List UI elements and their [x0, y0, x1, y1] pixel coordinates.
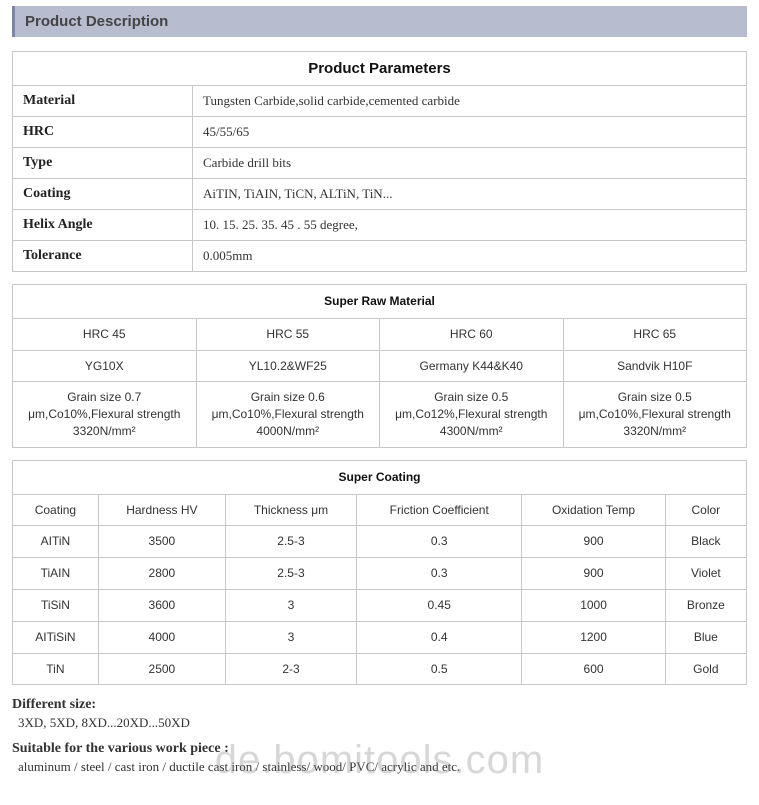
coating-cell: Blue	[665, 621, 746, 653]
different-size-label: Different size:	[12, 697, 747, 713]
param-label: Material	[13, 86, 193, 117]
coating-header: Hardness HV	[98, 494, 225, 526]
coating-cell: 0.3	[357, 526, 522, 558]
param-value: 0.005mm	[193, 241, 747, 272]
table-row: CoatingAiTIN, TiAIN, TiCN, ALTiN, TiN...	[13, 179, 747, 210]
table-row: Tolerance0.005mm	[13, 241, 747, 272]
suitable-value: aluminum / steel / cast iron / ductile c…	[18, 759, 747, 775]
table-row: TypeCarbide drill bits	[13, 148, 747, 179]
coating-header: Thickness μm	[225, 494, 356, 526]
coating-cell: 3	[225, 589, 356, 621]
table-row: TiN 2500 2-3 0.5 600 Gold	[13, 653, 747, 685]
raw-header: HRC 65	[563, 318, 747, 350]
coating-cell: 0.4	[357, 621, 522, 653]
table-row: MaterialTungsten Carbide,solid carbide,c…	[13, 86, 747, 117]
param-value: 45/55/65	[193, 117, 747, 148]
raw-header: HRC 55	[196, 318, 380, 350]
param-value: 10. 15. 25. 35. 45 . 55 degree,	[193, 210, 747, 241]
coating-cell: Black	[665, 526, 746, 558]
table-row: Helix Angle10. 15. 25. 35. 45 . 55 degre…	[13, 210, 747, 241]
param-label: Type	[13, 148, 193, 179]
param-label: Tolerance	[13, 241, 193, 272]
coating-cell: 3	[225, 621, 356, 653]
coating-cell: Bronze	[665, 589, 746, 621]
different-size-value: 3XD, 5XD, 8XD...20XD...50XD	[18, 715, 747, 731]
coating-cell: 1000	[522, 589, 665, 621]
coating-cell: Gold	[665, 653, 746, 685]
coating-cell: 2-3	[225, 653, 356, 685]
coating-title: Super Coating	[13, 460, 747, 494]
param-label: HRC	[13, 117, 193, 148]
section-header: Product Description	[12, 6, 747, 37]
coating-cell: 0.3	[357, 558, 522, 590]
coating-header: Oxidation Temp	[522, 494, 665, 526]
coating-header: Color	[665, 494, 746, 526]
param-value: Carbide drill bits	[193, 148, 747, 179]
raw-material-title: Super Raw Material	[13, 285, 747, 319]
coating-cell: 0.45	[357, 589, 522, 621]
product-parameters-title: Product Parameters	[13, 52, 747, 86]
raw-header: HRC 45	[13, 318, 197, 350]
coating-cell: AITiN	[13, 526, 99, 558]
coating-cell: 2500	[98, 653, 225, 685]
raw-material-table: Super Raw Material HRC 45 HRC 55 HRC 60 …	[12, 284, 747, 448]
coating-cell: 4000	[98, 621, 225, 653]
raw-spec: Grain size 0.5 μm,Co10%,Flexural strengt…	[563, 382, 747, 447]
table-row: AITiSiN 4000 3 0.4 1200 Blue	[13, 621, 747, 653]
coating-cell: TiN	[13, 653, 99, 685]
table-row: TiSiN 3600 3 0.45 1000 Bronze	[13, 589, 747, 621]
param-label: Helix Angle	[13, 210, 193, 241]
table-row: TiAIN 2800 2.5-3 0.3 900 Violet	[13, 558, 747, 590]
coating-cell: 2800	[98, 558, 225, 590]
coating-cell: 2.5-3	[225, 526, 356, 558]
raw-code: YL10.2&WF25	[196, 350, 380, 382]
param-value: Tungsten Carbide,solid carbide,cemented …	[193, 86, 747, 117]
raw-spec: Grain size 0.5 μm,Co12%,Flexural strengt…	[380, 382, 564, 447]
coating-cell: 1200	[522, 621, 665, 653]
coating-cell: 900	[522, 526, 665, 558]
coating-cell: 3500	[98, 526, 225, 558]
coating-table: Super Coating Coating Hardness HV Thickn…	[12, 460, 747, 686]
raw-header: HRC 60	[380, 318, 564, 350]
raw-code: Sandvik H10F	[563, 350, 747, 382]
coating-cell: AITiSiN	[13, 621, 99, 653]
coating-cell: Violet	[665, 558, 746, 590]
raw-code: YG10X	[13, 350, 197, 382]
coating-cell: TiAIN	[13, 558, 99, 590]
coating-header: Friction Coefficient	[357, 494, 522, 526]
raw-spec: Grain size 0.7 μm,Co10%,Flexural strengt…	[13, 382, 197, 447]
coating-header: Coating	[13, 494, 99, 526]
coating-cell: 600	[522, 653, 665, 685]
coating-cell: TiSiN	[13, 589, 99, 621]
product-parameters-table: Product Parameters MaterialTungsten Carb…	[12, 51, 747, 272]
coating-cell: 3600	[98, 589, 225, 621]
param-value: AiTIN, TiAIN, TiCN, ALTiN, TiN...	[193, 179, 747, 210]
coating-cell: 2.5-3	[225, 558, 356, 590]
raw-spec: Grain size 0.6 μm,Co10%,Flexural strengt…	[196, 382, 380, 447]
coating-cell: 0.5	[357, 653, 522, 685]
param-label: Coating	[13, 179, 193, 210]
coating-cell: 900	[522, 558, 665, 590]
table-row: AITiN 3500 2.5-3 0.3 900 Black	[13, 526, 747, 558]
raw-code: Germany K44&K40	[380, 350, 564, 382]
suitable-label: Suitable for the various work piece :	[12, 741, 747, 757]
table-row: HRC45/55/65	[13, 117, 747, 148]
